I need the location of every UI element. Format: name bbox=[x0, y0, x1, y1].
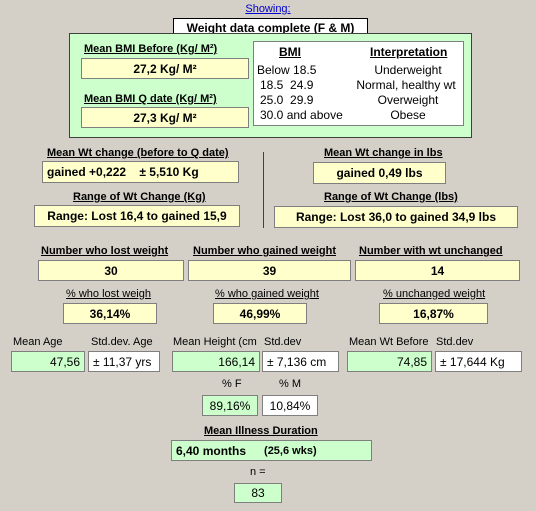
showing-label: Showing: bbox=[245, 3, 291, 15]
n-label: n = bbox=[250, 466, 266, 478]
pct-m-label: % M bbox=[279, 378, 301, 390]
range-kg-value: Range: Lost 16,4 to gained 15,9 bbox=[34, 205, 240, 227]
legend-interp-3: Obese bbox=[390, 108, 426, 122]
legend-header-interpretation: Interpretation bbox=[370, 45, 448, 59]
divider-vertical bbox=[263, 152, 264, 228]
pct-f-label: % F bbox=[222, 378, 242, 390]
legend-bmi-3: 30.0 and above bbox=[260, 108, 343, 122]
legend-bmi-1: 18.5 24.9 bbox=[260, 78, 314, 92]
pct-unchanged-label: % unchanged weight bbox=[383, 288, 486, 300]
num-unchanged-label: Number with wt unchanged bbox=[359, 245, 503, 257]
pct-f-value: 89,16% bbox=[202, 395, 258, 416]
illness-value-box: 6,40 months (25,6 wks) bbox=[171, 440, 372, 461]
legend-interp-0: Underweight bbox=[374, 63, 442, 77]
pct-gained-label: % who gained weight bbox=[215, 288, 319, 300]
num-unchanged-value: 14 bbox=[355, 260, 520, 281]
pct-lost-value: 36,14% bbox=[63, 303, 157, 324]
mean-wt-value: 74,85 bbox=[347, 351, 432, 372]
illness-label: Mean Illness Duration bbox=[204, 425, 318, 437]
age-sd-label: Std.dev. Age bbox=[91, 336, 153, 348]
wt-sd-value: ± 17,644 Kg bbox=[435, 351, 522, 372]
bmi-legend-table: BMI Interpretation Below 18.5 Underweigh… bbox=[253, 41, 464, 126]
bmi-qdate-label: Mean BMI Q date (Kg/ M²) bbox=[84, 93, 217, 105]
wt-change-lbs-label: Mean Wt change in lbs bbox=[324, 147, 443, 159]
num-lost-value: 30 bbox=[38, 260, 184, 281]
num-gained-value: 39 bbox=[188, 260, 351, 281]
illness-weeks: (25,6 wks) bbox=[264, 444, 317, 457]
mean-age-label: Mean Age bbox=[13, 336, 63, 348]
range-lbs-label: Range of Wt Change (lbs) bbox=[324, 191, 458, 203]
mean-height-value: 166,14 bbox=[172, 351, 260, 372]
wt-change-kg-value: gained +0,222 ± 5,510 Kg bbox=[42, 161, 239, 183]
mean-age-value: 47,56 bbox=[11, 351, 85, 372]
legend-header-bmi: BMI bbox=[279, 45, 301, 59]
range-lbs-value: Range: Lost 36,0 to gained 34,9 lbs bbox=[274, 206, 518, 228]
age-sd-value: ± 11,37 yrs bbox=[88, 351, 160, 372]
mean-height-label: Mean Height (cm bbox=[173, 336, 257, 348]
pct-lost-label: % who lost weigh bbox=[66, 288, 151, 300]
wt-change-kg-label: Mean Wt change (before to Q date) bbox=[47, 147, 229, 159]
pct-gained-value: 46,99% bbox=[213, 303, 307, 324]
n-value: 83 bbox=[234, 483, 282, 503]
legend-interp-1: Normal, healthy wt bbox=[356, 78, 456, 92]
legend-bmi-0: Below 18.5 bbox=[257, 63, 317, 77]
bmi-qdate-value: 27,3 Kg/ M² bbox=[81, 107, 249, 128]
bmi-before-value: 27,2 Kg/ M² bbox=[81, 58, 249, 79]
legend-bmi-2: 25.0 29.9 bbox=[260, 93, 314, 107]
mean-wt-label: Mean Wt Before bbox=[349, 336, 429, 348]
report-title[interactable]: Weight data complete (F & M) bbox=[173, 18, 368, 37]
num-gained-label: Number who gained weight bbox=[193, 245, 337, 257]
range-kg-label: Range of Wt Change (Kg) bbox=[73, 191, 206, 203]
illness-months: 6,40 months bbox=[176, 443, 247, 458]
wt-sd-label: Std.dev bbox=[436, 336, 474, 348]
height-sd-value: ± 7,136 cm bbox=[262, 351, 339, 372]
legend-interp-2: Overweight bbox=[377, 93, 439, 107]
height-sd-label: Std.dev bbox=[264, 336, 302, 348]
bmi-before-label: Mean BMI Before (Kg/ M²) bbox=[84, 43, 218, 55]
pct-m-value: 10,84% bbox=[262, 395, 318, 416]
pct-unchanged-value: 16,87% bbox=[379, 303, 488, 324]
num-lost-label: Number who lost weight bbox=[41, 245, 169, 257]
wt-change-lbs-value: gained 0,49 lbs bbox=[313, 162, 446, 184]
